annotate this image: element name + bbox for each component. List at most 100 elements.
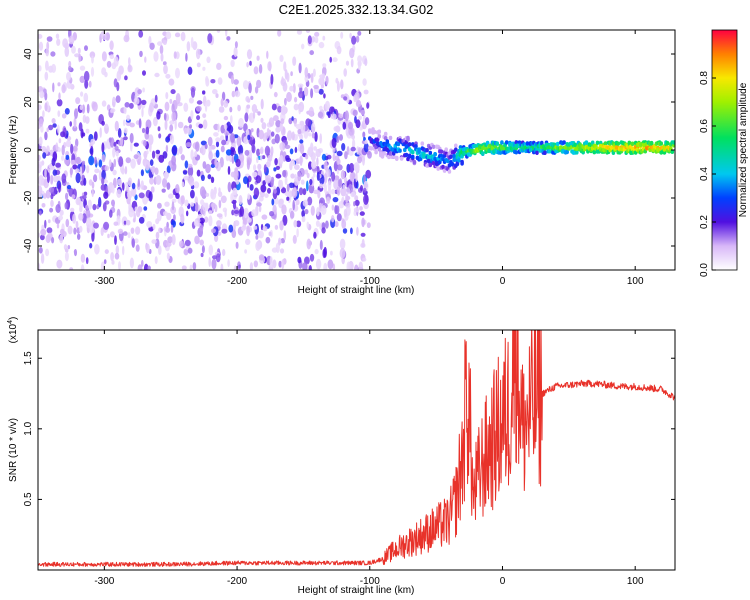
x-tick-label: -200 [227,276,247,287]
spectrogram-noise-cell [157,126,161,132]
spectrogram-band-cell [598,140,603,146]
spectrogram-noise-cell [361,217,365,228]
spectrogram-noise-cell [180,213,185,224]
spectrogram-noise-cell [234,167,239,177]
spectrogram-noise-cell [50,193,54,200]
spectrogram-noise-cell [360,185,363,192]
spectrogram-noise-cell [173,214,176,221]
spectrogram-noise-cell [112,169,117,176]
spectrogram-noise-cell [273,91,278,98]
spectrogram-band-cell [535,150,539,155]
spectrogram-noise-cell [260,154,263,161]
spectrogram-noise-cell [294,164,300,171]
spectrogram-noise-cell [346,261,351,270]
spectrogram-noise-cell [75,220,79,229]
spectrogram-noise-cell [339,238,346,250]
spectrogram-noise-cell [246,225,251,237]
spectrogram-noise-cell [245,96,250,103]
spectrogram-noise-cell [333,179,339,190]
spectrogram-noise-cell [323,161,328,171]
spectrogram-noise-cell [356,226,359,236]
spectrogram-noise-cell [117,228,124,234]
spectrogram-noise-cell [153,116,158,127]
spectrogram-noise-cell [215,141,220,148]
spectrogram-noise-cell [162,39,167,45]
spectrogram-noise-cell [314,131,318,142]
spectrogram-noise-cell [72,125,78,132]
spectrogram-band-cell [444,147,449,152]
spectrogram-noise-cell [277,105,282,113]
spectrogram-noise-cell [61,155,65,161]
spectrogram-noise-cell [332,57,338,63]
spectrogram-noise-cell [207,136,213,147]
spectrogram-noise-cell [323,262,328,270]
spectrogram-noise-cell [173,51,177,59]
spectrogram-noise-cell [70,143,74,154]
spectrogram-noise-cell [135,226,141,235]
spectrogram-noise-cell [293,103,299,111]
spectrogram-noise-cell [251,171,258,178]
spectrogram-noise-cell [38,262,41,270]
spectrogram-noise-cell [269,211,275,217]
spectrogram-noise-cell [86,103,90,114]
spectrogram-noise-cell [244,112,249,123]
spectrogram-noise-cell [336,186,341,196]
spectrogram-noise-cell [227,165,231,175]
y-tick-label: 0.5 [23,492,34,506]
spectrogram-noise-cell [183,127,188,135]
spectrogram-noise-cell [101,142,105,153]
spectrogram-noise-cell [38,41,44,51]
spectrogram-noise-cell [253,225,258,230]
spectrogram-noise-cell [77,47,81,54]
spectrogram-noise-cell [130,141,133,152]
spectrogram-noise-cell [293,220,298,228]
spectrogram-noise-cell [144,56,147,63]
spectrogram-noise-cell [284,144,291,149]
spectrogram-noise-cell [260,117,264,123]
spectrogram-noise-cell [206,99,211,107]
spectrogram-noise-cell [45,248,50,257]
spectrogram-noise-cell [187,66,193,76]
spectrogram-noise-cell [180,31,186,42]
spectrogram-noise-cell [336,213,342,222]
spectrogram-noise-cell [235,241,239,249]
spectrogram-noise-cell [174,32,181,38]
spectrogram-noise-cell [285,157,292,162]
spectrogram-noise-cell [336,135,340,143]
spectrogram-noise-cell [363,194,369,206]
spectrogram-noise-cell [221,228,228,234]
spectrogram-noise-cell [216,62,222,70]
spectrogram-noise-cell [295,123,302,130]
spectrogram-noise-cell [359,211,365,216]
spectrogram-noise-cell [114,235,117,246]
spectrogram-noise-cell [78,53,82,63]
spectrogram-noise-cell [127,64,133,73]
spectrogram-noise-cell [220,135,225,141]
spectrogram-noise-cell [202,113,207,119]
spectrogram-noise-cell [358,147,361,156]
spectrogram-noise-cell [166,165,171,174]
spectrogram-noise-cell [289,148,294,155]
spectrogram-noise-cell [185,142,192,148]
spectrogram-noise-cell [365,169,372,179]
spectrogram-noise-cell [129,257,134,269]
spectrogram-noise-cell [105,32,110,41]
spectrogram-noise-cell [79,166,83,175]
spectrogram-noise-cell [149,177,154,185]
spectrogram-noise-cell [53,175,59,183]
spectrogram-noise-cell [185,52,188,62]
spectrogram-noise-cell [170,89,176,95]
spectrogram-noise-cell [84,79,89,89]
spectrogram-noise-cell [357,30,362,36]
spectrogram-noise-cell [354,195,359,201]
spectrogram-noise-cell [177,121,184,129]
spectrogram-noise-cell [315,258,322,270]
spectrogram-noise-cell [358,64,361,71]
spectrogram-noise-cell [326,111,331,116]
spectrogram-noise-cell [187,247,193,254]
spectrogram-noise-cell [344,110,349,121]
spectrogram-noise-cell [332,197,339,203]
spectrogram-noise-cell [312,68,316,78]
spectrogram-noise-cell [210,79,216,84]
spectrogram-band-cell [377,134,382,139]
